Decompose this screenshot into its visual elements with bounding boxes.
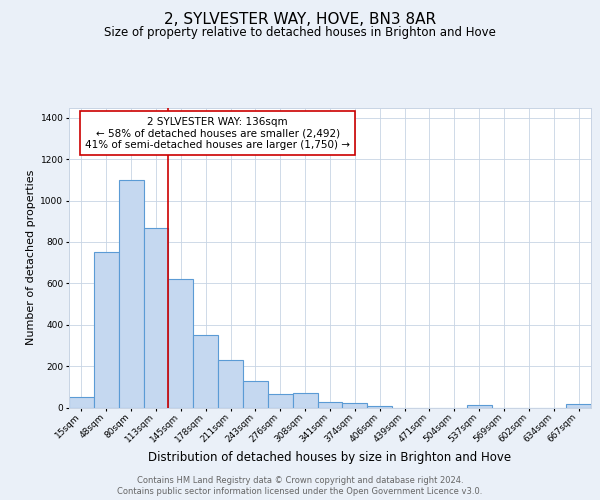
Text: 2, SYLVESTER WAY, HOVE, BN3 8AR: 2, SYLVESTER WAY, HOVE, BN3 8AR <box>164 12 436 28</box>
Bar <box>143 228 169 408</box>
Bar <box>317 402 343 407</box>
Bar <box>467 406 491 407</box>
Text: Contains HM Land Registry data © Crown copyright and database right 2024.: Contains HM Land Registry data © Crown c… <box>137 476 463 485</box>
Text: 2 SYLVESTER WAY: 136sqm
← 58% of detached houses are smaller (2,492)
41% of semi: 2 SYLVESTER WAY: 136sqm ← 58% of detache… <box>85 116 350 150</box>
Bar <box>94 252 119 408</box>
Bar <box>566 404 591 407</box>
Text: Size of property relative to detached houses in Brighton and Hove: Size of property relative to detached ho… <box>104 26 496 39</box>
Text: Contains public sector information licensed under the Open Government Licence v3: Contains public sector information licen… <box>118 487 482 496</box>
Bar <box>367 406 392 408</box>
Bar <box>169 279 193 407</box>
Bar <box>293 393 317 407</box>
Y-axis label: Number of detached properties: Number of detached properties <box>26 170 36 345</box>
Bar <box>119 180 143 408</box>
Bar <box>243 380 268 407</box>
Bar <box>343 404 367 407</box>
Bar <box>218 360 243 408</box>
Bar <box>193 335 218 407</box>
Bar <box>69 397 94 407</box>
X-axis label: Distribution of detached houses by size in Brighton and Hove: Distribution of detached houses by size … <box>148 450 512 464</box>
Bar <box>268 394 293 407</box>
